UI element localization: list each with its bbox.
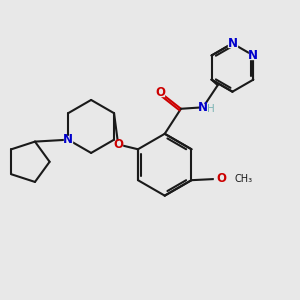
Bar xyxy=(228,40,237,47)
Text: N: N xyxy=(198,101,208,114)
Bar xyxy=(156,89,164,96)
Text: H: H xyxy=(207,104,215,114)
Bar xyxy=(249,52,257,59)
Bar xyxy=(114,141,122,148)
Text: O: O xyxy=(216,172,226,185)
Bar xyxy=(64,136,72,143)
Text: N: N xyxy=(248,49,258,62)
Text: N: N xyxy=(227,37,237,50)
Bar xyxy=(214,175,230,182)
Bar xyxy=(200,104,213,111)
Text: N: N xyxy=(63,133,73,146)
Text: O: O xyxy=(113,138,123,151)
Text: O: O xyxy=(155,86,165,99)
Text: CH₃: CH₃ xyxy=(234,174,252,184)
